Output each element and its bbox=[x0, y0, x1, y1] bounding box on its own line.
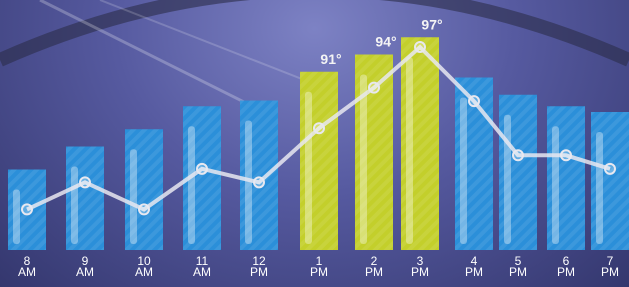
x-tick-label: 6 PM bbox=[554, 256, 578, 278]
x-tick-label: 1 PM bbox=[307, 256, 331, 278]
background-arc bbox=[0, 0, 629, 60]
bar-highlight bbox=[406, 57, 413, 244]
x-tick-label: 8 AM bbox=[15, 256, 39, 278]
line-point bbox=[22, 204, 32, 214]
bar-highlight bbox=[552, 126, 559, 244]
bar-highlight bbox=[460, 98, 467, 245]
line-point bbox=[513, 150, 523, 160]
bar-highlight bbox=[188, 126, 195, 244]
value-label: 94° bbox=[375, 34, 396, 50]
line-point bbox=[80, 177, 90, 187]
chart: 91° 94° 97° 8 AM 9 AM 10 AM 11 AM 12 PM 1 PM 2 P… bbox=[0, 0, 629, 287]
line-point bbox=[415, 42, 425, 52]
x-tick-label: 7 PM bbox=[598, 256, 622, 278]
value-label: 91° bbox=[320, 51, 341, 67]
x-tick-label: 2 PM bbox=[362, 256, 386, 278]
x-tick-label: 3 PM bbox=[408, 256, 432, 278]
x-tick-label: 4 PM bbox=[462, 256, 486, 278]
background-beam bbox=[40, 0, 260, 110]
x-tick-label: 11 AM bbox=[190, 256, 214, 278]
line-point bbox=[469, 96, 479, 106]
line-point bbox=[561, 150, 571, 160]
bar-highlight bbox=[71, 167, 78, 245]
bar-highlight bbox=[596, 132, 603, 244]
bar-highlight bbox=[130, 149, 137, 244]
x-tick-label: 5 PM bbox=[506, 256, 530, 278]
x-tick-label: 9 AM bbox=[73, 256, 97, 278]
bar-highlight bbox=[13, 190, 20, 245]
line-point bbox=[314, 123, 324, 133]
line-point bbox=[254, 177, 264, 187]
plot: 91° 94° 97° bbox=[0, 0, 629, 287]
line-point bbox=[139, 204, 149, 214]
x-tick-label: 12 PM bbox=[247, 256, 271, 278]
bar-highlight bbox=[305, 92, 312, 244]
background-beam bbox=[100, 0, 330, 90]
line-point bbox=[197, 164, 207, 174]
line-point bbox=[605, 164, 615, 174]
bar-highlight bbox=[360, 75, 367, 245]
value-label: 97° bbox=[421, 16, 442, 32]
bar-highlight bbox=[504, 115, 511, 244]
line-point bbox=[369, 83, 379, 93]
x-tick-label: 10 AM bbox=[132, 256, 156, 278]
